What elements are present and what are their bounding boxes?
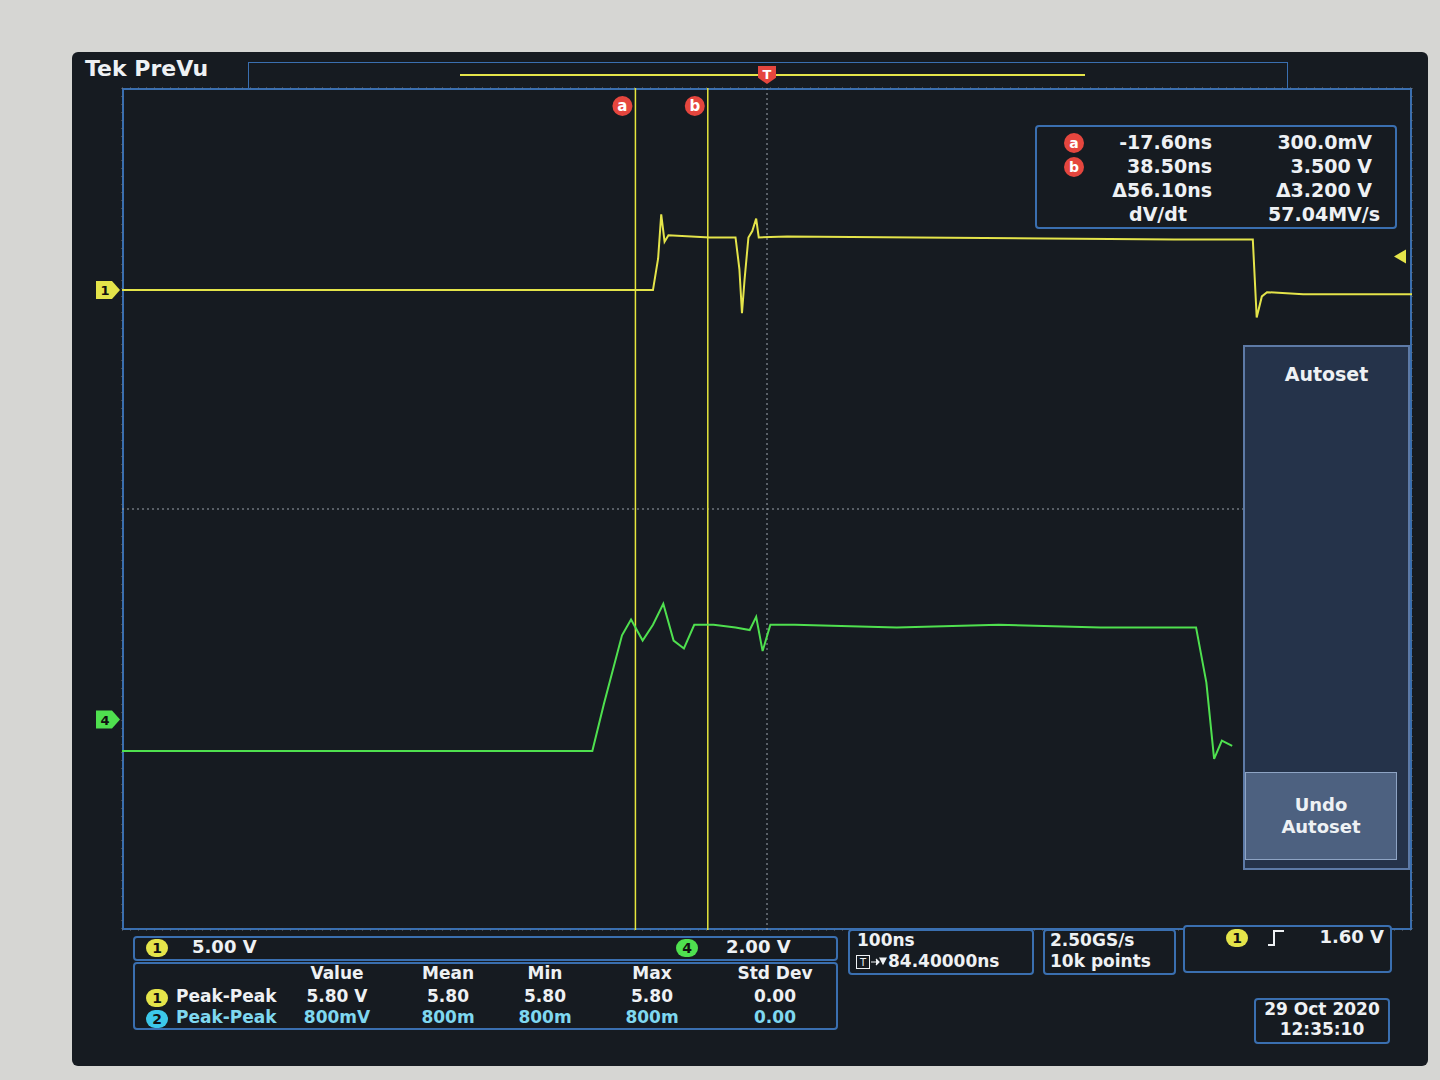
html-text:5.80 V: 5.80 V: [306, 986, 368, 1006]
html-text:1: 1: [152, 940, 162, 956]
html-text:800m: 800m: [625, 1007, 679, 1027]
html-text:T: T: [859, 957, 866, 968]
html-text:800mV: 800mV: [303, 1007, 371, 1027]
html-text:Std Dev: Std Dev: [737, 963, 813, 983]
html-text:5.00 V: 5.00 V: [192, 936, 257, 957]
html-text:1.60 V: 1.60 V: [1319, 926, 1384, 947]
html-text:Peak-Peak: Peak-Peak: [176, 986, 277, 1006]
html-text:Δ3.200 V: Δ3.200 V: [1275, 179, 1372, 201]
html-text:2.50GS/s: 2.50GS/s: [1050, 930, 1135, 950]
html-text:2: 2: [152, 1011, 162, 1027]
html-text:Max: Max: [632, 963, 672, 983]
html-text:3.500 V: 3.500 V: [1290, 155, 1372, 177]
html-text:b: b: [1069, 159, 1079, 175]
html-text:5.80: 5.80: [631, 986, 673, 1006]
html-text:12:35:10: 12:35:10: [1279, 1019, 1365, 1039]
html-text:0.00: 0.00: [754, 986, 796, 1006]
html-text:0.00: 0.00: [754, 1007, 796, 1027]
html-text:29 Oct 2020: 29 Oct 2020: [1264, 999, 1380, 1019]
html-text:300.0mV: 300.0mV: [1277, 131, 1372, 153]
html-text:Min: Min: [527, 963, 563, 983]
html-text:38.50ns: 38.50ns: [1127, 155, 1212, 177]
svg-text:b: b: [689, 97, 700, 115]
html-text:dV/dt: dV/dt: [1129, 203, 1187, 225]
html-text:4: 4: [682, 940, 692, 956]
html-text:800m: 800m: [518, 1007, 572, 1027]
html-text:2.00 V: 2.00 V: [726, 936, 791, 957]
html-text:a: a: [1069, 135, 1079, 151]
html-text:T: T: [762, 67, 772, 82]
html-text:Peak-Peak: Peak-Peak: [176, 1007, 277, 1027]
html-text:1: 1: [152, 990, 162, 1006]
html-text:5.80: 5.80: [427, 986, 469, 1006]
html-text:800m: 800m: [421, 1007, 475, 1027]
html-text:84.40000ns: 84.40000ns: [888, 951, 1000, 971]
html-text:-17.60ns: -17.60ns: [1119, 131, 1212, 153]
html-text:Mean: Mean: [422, 963, 474, 983]
svg-text:1: 1: [100, 283, 109, 298]
svg-text:4: 4: [100, 713, 109, 728]
html-text:57.04MV/s: 57.04MV/s: [1268, 203, 1380, 225]
html-text:Undo Autoset: Undo Autoset: [1281, 794, 1361, 837]
html-text:Δ56.10ns: Δ56.10ns: [1112, 179, 1212, 201]
html-text:Tek PreVu: Tek PreVu: [85, 56, 209, 81]
html-text:5.80: 5.80: [524, 986, 566, 1006]
html-text:100ns: 100ns: [857, 930, 915, 950]
html-text:1: 1: [1232, 930, 1242, 946]
html-text:Value: Value: [310, 963, 364, 983]
html-text:Autoset: Autoset: [1284, 363, 1369, 385]
svg-text:a: a: [617, 97, 627, 115]
html-text:10k points: 10k points: [1050, 951, 1151, 971]
